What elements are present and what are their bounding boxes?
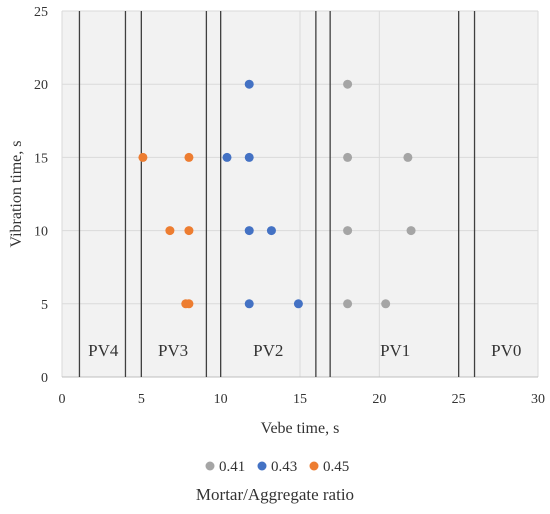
point-0-43 — [244, 79, 254, 89]
point-0-45 — [184, 152, 194, 162]
x-axis-title: Vebe time, s — [261, 420, 340, 437]
zone-boundaries — [78, 11, 476, 377]
point-0-41 — [343, 79, 353, 89]
legend-label-0-41: 0.41 — [219, 459, 245, 475]
zone-labels: PV4 PV3 PV2 PV1 PV0 — [88, 341, 521, 360]
zone-label-pv4: PV4 — [88, 341, 119, 360]
point-0-41 — [403, 152, 413, 162]
x-tick-label: 15 — [293, 392, 307, 407]
point-0-43 — [266, 226, 276, 236]
x-tick-label: 10 — [214, 392, 228, 407]
y-tick-label: 0 — [41, 371, 48, 386]
y-axis-title: Vibration time, s — [8, 140, 25, 247]
point-0-41 — [343, 226, 353, 236]
y-tick-label: 25 — [34, 5, 48, 20]
x-tick-labels: 0 5 10 15 20 25 30 — [59, 392, 546, 407]
zone-label-pv3: PV3 — [158, 341, 188, 360]
x-tick-label: 5 — [138, 392, 145, 407]
legend-marker-0-45 — [309, 461, 319, 471]
legend-title: Mortar/Aggregate ratio — [196, 485, 354, 504]
point-0-45 — [184, 299, 194, 309]
y-tick-label: 20 — [34, 78, 48, 93]
point-0-41 — [381, 299, 391, 309]
y-tick-label: 5 — [41, 298, 48, 313]
legend-label-0-45: 0.45 — [323, 459, 349, 475]
x-tick-label: 20 — [372, 392, 386, 407]
point-0-41 — [343, 299, 353, 309]
point-0-43 — [244, 152, 254, 162]
zone-label-pv1: PV1 — [380, 341, 410, 360]
point-0-45 — [184, 226, 194, 236]
point-0-43 — [244, 226, 254, 236]
data-points — [138, 79, 416, 309]
legend: 0.41 0.43 0.45 — [205, 459, 349, 475]
point-0-41 — [406, 226, 416, 236]
x-tick-label: 25 — [452, 392, 466, 407]
point-0-43 — [293, 299, 303, 309]
point-0-45 — [165, 226, 175, 236]
point-0-45 — [138, 152, 148, 162]
zone-label-pv0: PV0 — [491, 341, 521, 360]
x-tick-label: 0 — [59, 392, 66, 407]
y-tick-label: 15 — [34, 151, 48, 166]
point-0-43 — [244, 299, 254, 309]
y-tick-labels: 0 5 10 15 20 25 — [34, 5, 48, 386]
point-0-41 — [343, 152, 353, 162]
zone-label-pv2: PV2 — [253, 341, 283, 360]
y-tick-label: 10 — [34, 225, 48, 240]
x-tick-label: 30 — [531, 392, 545, 407]
legend-marker-0-41 — [205, 461, 215, 471]
point-0-43 — [222, 152, 232, 162]
legend-marker-0-43 — [257, 461, 267, 471]
legend-label-0-43: 0.43 — [271, 459, 297, 475]
